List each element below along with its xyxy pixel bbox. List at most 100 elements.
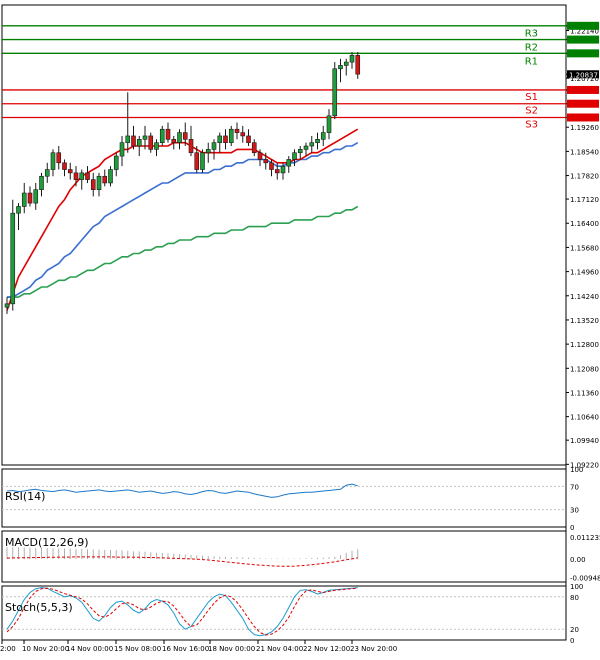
candle-body bbox=[205, 149, 211, 154]
current-price-box bbox=[567, 70, 599, 79]
rsi-tick-label: 30 bbox=[570, 507, 579, 515]
candle-body bbox=[177, 132, 182, 143]
candle-body bbox=[171, 139, 177, 143]
candle bbox=[113, 152, 119, 177]
candle-body bbox=[165, 128, 171, 140]
macd-tick-label: 0.011235 bbox=[570, 534, 600, 542]
candle bbox=[349, 52, 355, 69]
candle-body bbox=[148, 135, 154, 150]
pivot-price-box bbox=[567, 35, 599, 44]
candle-body bbox=[21, 192, 27, 207]
candle bbox=[62, 159, 67, 177]
pivot-price-box bbox=[567, 99, 599, 108]
candle bbox=[154, 139, 159, 157]
candle-body bbox=[303, 145, 309, 150]
candle-body bbox=[355, 55, 361, 75]
candle bbox=[355, 52, 361, 79]
candle-body bbox=[113, 155, 119, 170]
candle-body bbox=[50, 152, 56, 170]
rsi-tick-label: 0 bbox=[570, 524, 574, 532]
candle-body bbox=[90, 179, 96, 190]
stoch-k-line bbox=[6, 587, 358, 637]
candle bbox=[171, 135, 177, 150]
y-tick-label: 1.13520 bbox=[570, 317, 599, 325]
pivot-price-box bbox=[567, 49, 599, 58]
x-tick-label: 14 Nov 00:00 bbox=[66, 645, 113, 653]
y-tick-label: 1.16400 bbox=[570, 220, 599, 228]
candle-body bbox=[39, 175, 44, 190]
ma-slow-line bbox=[7, 205, 359, 298]
pivot-label: R1 bbox=[525, 56, 538, 67]
candle-body bbox=[79, 172, 85, 180]
x-tick-label: 21 Nov 04:00 bbox=[256, 645, 303, 653]
candle-body bbox=[246, 135, 251, 143]
candle bbox=[131, 125, 136, 150]
candle bbox=[343, 58, 349, 76]
candle-body bbox=[263, 159, 269, 164]
x-tick-label: 2:00 bbox=[0, 645, 16, 653]
candle-body bbox=[159, 128, 165, 143]
x-tick-label: 22 Nov 12:00 bbox=[303, 645, 350, 653]
candle-body bbox=[119, 142, 125, 157]
candle bbox=[274, 162, 280, 180]
rsi-label: RSI(14) bbox=[5, 490, 45, 503]
candle-body bbox=[188, 139, 194, 154]
candle-body bbox=[142, 135, 148, 140]
candle-body bbox=[280, 165, 286, 174]
candle-body bbox=[297, 149, 303, 154]
candle-body bbox=[320, 132, 326, 140]
candle-body bbox=[286, 159, 292, 167]
candle-body bbox=[73, 172, 79, 180]
y-tick-label: 1.20720 bbox=[570, 75, 599, 83]
candle bbox=[67, 162, 73, 180]
candle bbox=[96, 172, 102, 197]
y-tick-label: 1.19260 bbox=[570, 124, 599, 132]
y-tick-label: 1.12080 bbox=[570, 365, 599, 373]
y-tick-label: 1.14240 bbox=[570, 293, 599, 301]
candle bbox=[56, 146, 62, 170]
candle bbox=[119, 135, 125, 167]
panel-frame-rsi bbox=[1, 468, 567, 528]
candle-body bbox=[194, 152, 200, 170]
panel-frame-main bbox=[1, 4, 567, 466]
y-tick-label: 1.09220 bbox=[570, 461, 599, 469]
candle bbox=[102, 169, 108, 187]
candle-body bbox=[4, 303, 10, 308]
candle bbox=[269, 159, 274, 177]
candle-body bbox=[349, 55, 355, 63]
candle bbox=[136, 135, 142, 157]
candle-body bbox=[338, 65, 343, 70]
current-price-label: 1.20837 bbox=[569, 71, 598, 79]
macd-tick-label: -0.009486 bbox=[570, 575, 600, 583]
candle bbox=[16, 203, 21, 230]
candle bbox=[211, 139, 217, 160]
candle-body bbox=[131, 135, 136, 147]
y-tick-label: 1.10640 bbox=[570, 414, 599, 422]
candle bbox=[303, 142, 309, 157]
candle-body bbox=[309, 142, 315, 147]
macd-label: MACD(12,26,9) bbox=[5, 536, 89, 549]
x-tick-label: 18 Nov 00:00 bbox=[208, 645, 255, 653]
candle-body bbox=[56, 152, 62, 164]
candle bbox=[182, 122, 188, 147]
y-tick-label: 1.12800 bbox=[570, 341, 599, 349]
candle-body bbox=[108, 169, 113, 184]
candle bbox=[142, 125, 148, 150]
candle-body bbox=[292, 152, 297, 160]
candle-body bbox=[274, 169, 280, 174]
candle bbox=[108, 166, 113, 187]
candle bbox=[257, 149, 263, 167]
candle bbox=[223, 129, 228, 150]
candle bbox=[240, 125, 246, 143]
candle bbox=[10, 199, 16, 311]
candle bbox=[39, 172, 44, 197]
candle-body bbox=[67, 169, 73, 174]
candle bbox=[21, 182, 27, 214]
panel-frame-stoch bbox=[1, 585, 567, 641]
candle bbox=[50, 149, 56, 177]
pivot-label: R2 bbox=[525, 42, 538, 53]
candle-body bbox=[44, 169, 50, 177]
rsi-tick-label: 100 bbox=[570, 466, 583, 474]
y-tick-label: 1.11360 bbox=[570, 389, 599, 397]
